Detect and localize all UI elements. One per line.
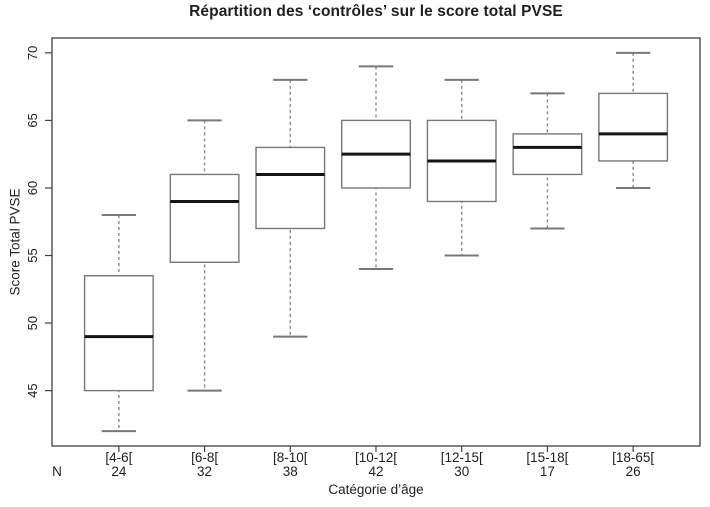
iqr-box [598, 92, 669, 162]
y-tick-label: 55 [25, 248, 40, 262]
x-category-label: [8-10[ [273, 450, 308, 465]
x-category-label: [4-6[ [105, 450, 132, 465]
n-value-label: 42 [368, 464, 383, 479]
y-tick-label: 45 [25, 383, 40, 397]
x-category-label: [10-12[ [355, 450, 397, 465]
x-category-label: [6-8[ [191, 450, 218, 465]
chart-title: Répartition des ‘contrôles’ sur le score… [189, 3, 563, 20]
x-axis-title: Catégorie d’âge [328, 482, 424, 497]
y-tick-label: 65 [25, 113, 40, 127]
n-value-label: 38 [283, 464, 298, 479]
y-tick-label: 70 [25, 46, 40, 60]
n-value-label: 26 [626, 464, 641, 479]
x-category-label: [12-15[ [441, 450, 483, 465]
y-tick-label: 60 [25, 181, 40, 195]
y-tick-label: 50 [25, 316, 40, 330]
n-value-label: 24 [111, 464, 127, 479]
x-category-label: [18-65[ [612, 450, 654, 465]
iqr-box [512, 133, 583, 176]
iqr-box [83, 275, 154, 392]
iqr-box [169, 173, 240, 263]
iqr-box [255, 146, 326, 230]
n-row-label: N [52, 464, 62, 479]
n-value-label: 17 [540, 464, 555, 479]
n-value-label: 32 [197, 464, 212, 479]
x-category-label: [15-18[ [526, 450, 568, 465]
n-value-label: 30 [454, 464, 469, 479]
